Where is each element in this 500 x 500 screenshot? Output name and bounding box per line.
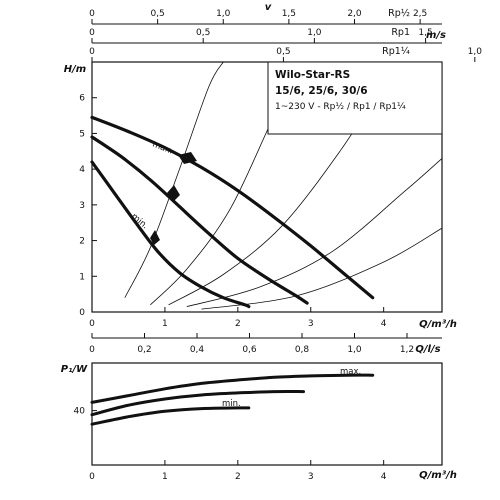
power-y-ticks: 40 — [74, 407, 97, 417]
head-chart: H/m 0 1 2 3 4 5 6 0 1 2 3 4 Q/m³/h Wilo-Star-RS 15… — [64, 61, 457, 330]
power-curve-max — [90, 373, 375, 404]
power-curve-min — [90, 406, 251, 426]
velocity-tick-label: 1,5 — [418, 28, 432, 38]
flow-ls-tick-label: 1,2 — [400, 345, 414, 355]
velocity-tick-label: 2,5 — [413, 9, 427, 19]
head-y-tick-label: 5 — [79, 129, 85, 139]
velocity-tick-label: 0 — [89, 9, 95, 19]
velocity-scale-unit: Rp½ — [388, 8, 410, 19]
power-x-ticks: 0 1 2 3 4 — [89, 460, 387, 482]
velocity-tick-label: 1,0 — [307, 28, 322, 38]
flow-ls-unit-label: Q/l/s — [415, 344, 440, 355]
chart-title: Wilo-Star-RS — [275, 69, 350, 81]
velocity-scale-unit: Rp1 — [391, 27, 410, 38]
head-y-ticks: 0 1 2 3 4 5 6 — [79, 94, 97, 318]
pump-curve-max — [90, 115, 375, 300]
velocity-unit-label: m/s — [426, 30, 446, 41]
power-axis-label: P₁/W — [61, 364, 88, 375]
head-y-tick-label: 0 — [79, 308, 85, 318]
velocity-tick-label: 0,5 — [276, 47, 290, 57]
flow-ls-tick-label: 0,4 — [190, 345, 205, 355]
max-curve-label: max. — [151, 140, 174, 157]
head-x-tick-label: 3 — [308, 319, 314, 329]
velocity-scale-title: v — [265, 2, 272, 13]
head-x-tick-label: 1 — [162, 319, 168, 329]
power-flow-axis-label: Q/m³/h — [419, 470, 457, 481]
pump-curve-mid — [90, 135, 309, 305]
flow-ls-tick-label: 0,8 — [295, 345, 310, 355]
flow-ls-tick-label: 0,2 — [137, 345, 151, 355]
title-box-frame — [267, 61, 443, 135]
head-x-tick-label: 4 — [381, 319, 387, 329]
flow-ls-tick-label: 1,0 — [347, 345, 362, 355]
head-y-tick-label: 6 — [79, 94, 85, 104]
pump-curve-min — [90, 160, 251, 309]
title-box: Wilo-Star-RS 15/6, 25/6, 30/6 1~230 V - … — [267, 61, 443, 135]
head-y-tick-label: 2 — [79, 237, 85, 247]
head-axis-label: H/m — [64, 64, 86, 75]
head-x-ticks: 0 1 2 3 4 — [89, 307, 387, 329]
power-curve-mid — [90, 389, 305, 417]
power-max-label: max. — [340, 367, 361, 377]
velocity-tick-label: 1,0 — [216, 9, 231, 19]
system-curve — [201, 227, 443, 310]
velocity-scale-unit: Rp1¼ — [382, 46, 410, 57]
power-x-tick-label: 0 — [89, 472, 95, 482]
flow-ls-tick-label: 0,6 — [242, 345, 257, 355]
chart-subtitle-voltage: 1~230 V - Rp½ / Rp1 / Rp1¼ — [275, 102, 406, 112]
flow-ls-tick-label: 0 — [89, 345, 95, 355]
head-y-tick-label: 4 — [79, 165, 85, 175]
velocity-tick-label: 0,5 — [150, 9, 164, 19]
chart-subtitle-models: 15/6, 25/6, 30/6 — [275, 85, 368, 97]
power-curves — [90, 373, 375, 426]
velocity-tick-label: 0,5 — [196, 28, 210, 38]
power-min-label: min. — [222, 399, 241, 409]
power-chart: P₁/W 40 0 1 2 3 4 Q/m³/h max. min. — [61, 362, 457, 482]
power-x-tick-label: 1 — [162, 472, 168, 482]
max-speed-marker — [178, 152, 197, 164]
head-x-tick-label: 2 — [235, 319, 241, 329]
power-x-tick-label: 4 — [381, 472, 387, 482]
min-speed-marker — [150, 230, 160, 245]
flow-ls-scale: 0 0,2 0,4 0,6 0,8 1,0 1,2 Q/l/s — [89, 333, 442, 355]
head-x-tick-label: 0 — [89, 319, 95, 329]
power-x-tick-label: 2 — [235, 472, 241, 482]
head-y-tick-label: 3 — [79, 201, 85, 211]
system-curve — [186, 158, 443, 307]
head-y-tick-label: 1 — [79, 272, 85, 282]
pump-curves — [90, 115, 375, 309]
power-y-tick-label: 40 — [74, 407, 86, 417]
head-plot-frame — [91, 61, 443, 313]
velocity-tick-label: 1,0 — [468, 47, 483, 57]
velocity-tick-label: 1,5 — [282, 9, 296, 19]
velocity-tick-label: 0 — [89, 28, 95, 38]
mid-speed-marker — [167, 185, 180, 201]
head-flow-axis-label: Q/m³/h — [419, 319, 457, 330]
system-curve — [124, 61, 224, 298]
velocity-tick-label: 0 — [89, 47, 95, 57]
flow-ls-ticks: 0 0,2 0,4 0,6 0,8 1,0 1,2 — [89, 333, 414, 355]
power-x-tick-label: 3 — [308, 472, 314, 482]
velocity-tick-label: 2,0 — [347, 9, 362, 19]
